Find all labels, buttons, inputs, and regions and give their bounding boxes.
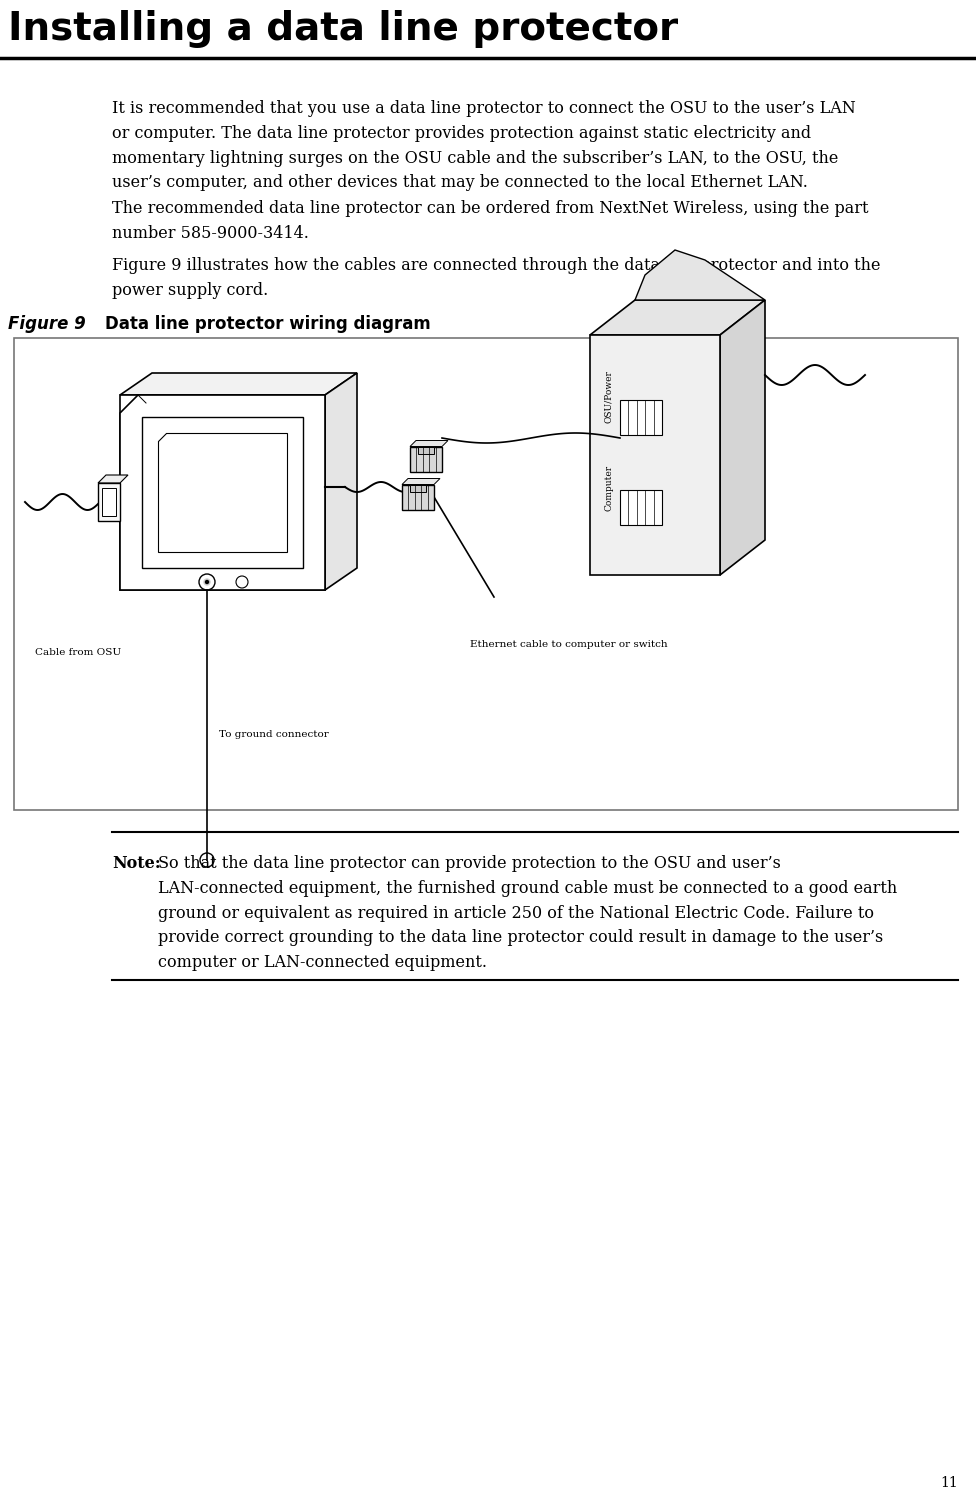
Bar (402, 484, 434, 510)
Text: Data line protector wiring diagram: Data line protector wiring diagram (105, 315, 430, 333)
Text: Note:: Note: (112, 855, 161, 872)
Bar (410, 484, 426, 492)
Bar (14, 338, 958, 810)
Bar (418, 446, 434, 454)
Polygon shape (120, 395, 325, 590)
Text: So that the data line protector can provide protection to the OSU and user’s
LAN: So that the data line protector can prov… (158, 855, 897, 971)
Text: To ground connector: To ground connector (219, 730, 329, 739)
Polygon shape (720, 300, 765, 575)
Bar (142, 418, 303, 569)
Text: Figure 9: Figure 9 (8, 315, 86, 333)
Bar (410, 446, 442, 472)
Bar (620, 490, 662, 525)
Text: Installing a data line protector: Installing a data line protector (8, 11, 678, 48)
Circle shape (204, 579, 210, 585)
Bar (98, 483, 120, 520)
Polygon shape (410, 440, 448, 446)
Text: Cable from OSU: Cable from OSU (35, 648, 121, 657)
Polygon shape (590, 300, 765, 335)
Bar (620, 400, 662, 434)
Bar (102, 489, 116, 516)
Bar (120, 395, 325, 590)
Text: Computer: Computer (604, 464, 613, 511)
Text: It is recommended that you use a data line protector to connect the OSU to the u: It is recommended that you use a data li… (112, 100, 856, 192)
Text: Figure 9 illustrates how the cables are connected through the data line protecto: Figure 9 illustrates how the cables are … (112, 256, 880, 299)
Polygon shape (120, 372, 357, 395)
Polygon shape (590, 335, 720, 575)
Text: Ethernet cable to computer or switch: Ethernet cable to computer or switch (470, 639, 668, 648)
Polygon shape (325, 372, 357, 590)
Text: OSU/Power: OSU/Power (604, 369, 613, 422)
Polygon shape (635, 250, 765, 300)
Polygon shape (158, 433, 287, 552)
Circle shape (206, 581, 209, 584)
Text: 11: 11 (940, 1476, 958, 1490)
Text: The recommended data line protector can be ordered from NextNet Wireless, using : The recommended data line protector can … (112, 201, 869, 241)
Polygon shape (98, 475, 128, 483)
Polygon shape (402, 478, 440, 484)
